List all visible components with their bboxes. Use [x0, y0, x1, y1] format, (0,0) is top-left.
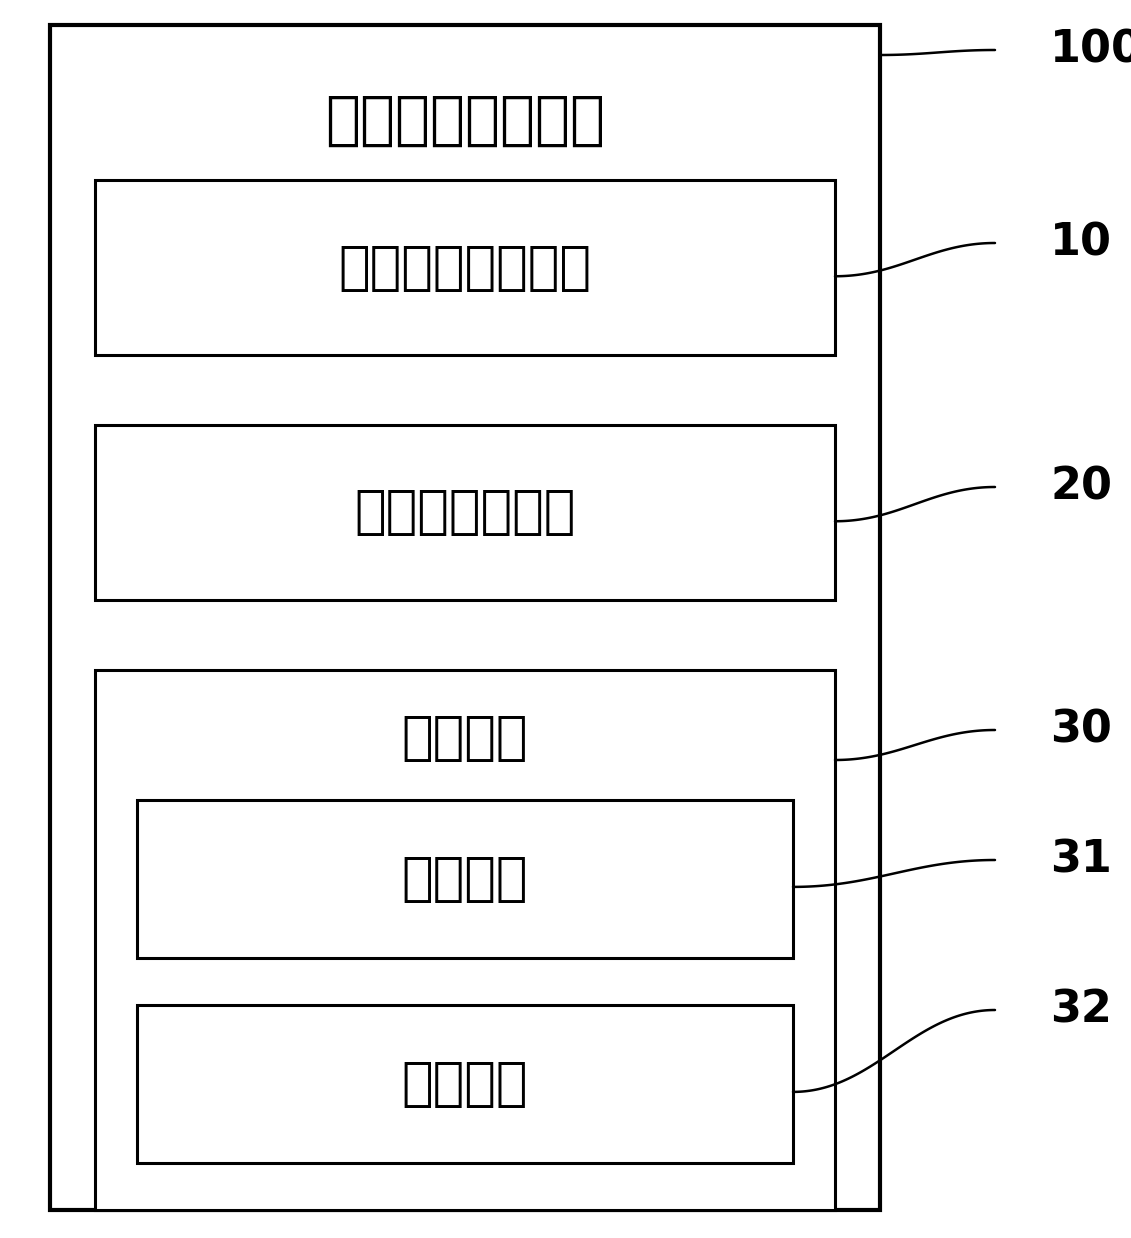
Text: 20: 20 [1050, 465, 1112, 509]
Bar [137, 1005, 793, 1162]
Text: 驱动模块: 驱动模块 [402, 712, 528, 764]
Bar [50, 25, 880, 1210]
Bar [95, 670, 835, 1210]
Text: 31: 31 [1050, 838, 1112, 881]
Text: 开关管的控制装置: 开关管的控制装置 [325, 92, 605, 149]
Text: 开关频率设定模块: 开关频率设定模块 [338, 241, 592, 293]
Bar [95, 425, 835, 600]
Text: 100: 100 [1050, 28, 1131, 72]
Bar [95, 180, 835, 355]
Text: 30: 30 [1050, 708, 1112, 751]
Text: 计算单元: 计算单元 [402, 853, 528, 905]
Text: 占空比计算模块: 占空比计算模块 [354, 487, 576, 539]
Text: 10: 10 [1050, 222, 1112, 265]
Text: 驱动单元: 驱动单元 [402, 1058, 528, 1110]
Text: 32: 32 [1050, 988, 1112, 1031]
Bar [137, 800, 793, 958]
